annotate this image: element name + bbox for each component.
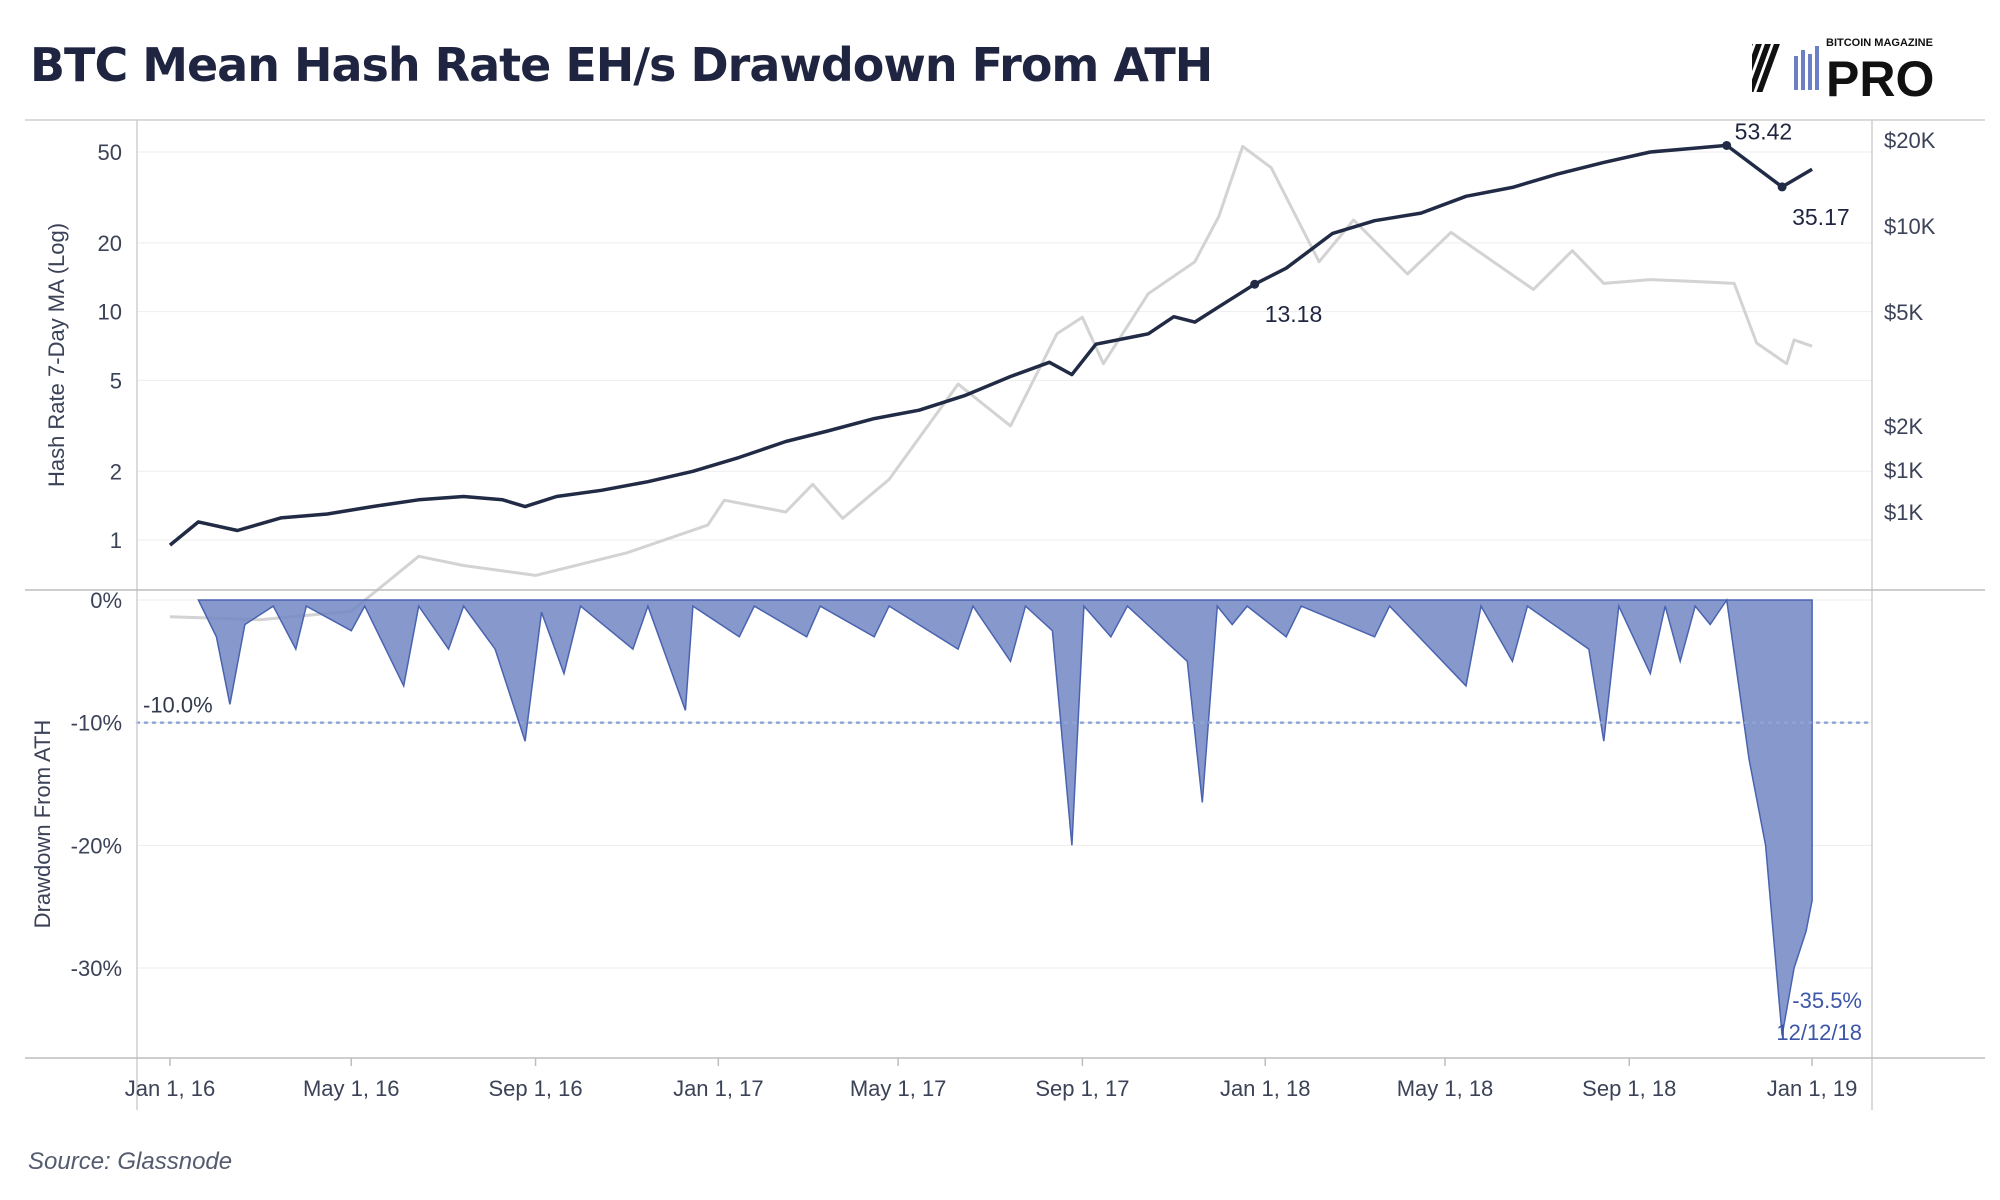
y2-tick-label: $10K (1884, 214, 1936, 239)
y2-tick-label: $1K (1884, 500, 1923, 525)
drawdown-tick-label: 0% (90, 588, 122, 613)
y-tick-label: 1 (110, 528, 122, 553)
source-note: Source: Glassnode (28, 1148, 233, 1175)
x-tick-label: Jan 1, 17 (673, 1076, 764, 1101)
y-tick-label: 5 (110, 368, 122, 393)
logo-bottom-text: PRO (1826, 51, 1934, 107)
y-tick-label: 20 (98, 231, 122, 256)
y-tick-label: 10 (98, 300, 122, 325)
annotation-dot (1250, 279, 1260, 289)
x-tick-label: May 1, 17 (850, 1076, 947, 1101)
price-series (169, 144, 1813, 622)
hash-rate-line (168, 143, 1813, 547)
y-tick-label: 50 (98, 140, 122, 165)
drawdown-tick-label: -10% (71, 711, 122, 736)
hash-rate-series (168, 143, 1813, 547)
drawdown-tick-label: -30% (71, 956, 122, 981)
y2-tick-label: $2K (1884, 414, 1923, 439)
drawdown-min-value: -35.5% (1792, 988, 1862, 1013)
y2-tick-label: $20K (1884, 128, 1936, 153)
axes-labels: 1 2 5 10 20 50 $1K $1K $2K $5K $10K $20K 0% -10% -20% -… (30, 128, 1936, 1101)
btc-price-line (169, 144, 1813, 622)
x-tick-label: Sep 1, 18 (1582, 1076, 1676, 1101)
logo-top-text: BITCOIN MAGAZINE (1826, 37, 1933, 49)
reference-line-group: -10.0% (135, 693, 1874, 724)
x-tick-label: Jan 1, 18 (1220, 1076, 1311, 1101)
drawdown-series (197, 597, 1813, 1036)
x-tick-label: Sep 1, 17 (1035, 1076, 1129, 1101)
reference-line-label: -10.0% (143, 693, 213, 718)
annotation-label: 53.42 (1735, 118, 1793, 144)
annotation-dot (1777, 182, 1787, 192)
annotations: 13.18 53.42 35.17 -35.5% 12/12/18 (1250, 118, 1862, 1045)
x-tick-label: May 1, 18 (1397, 1076, 1494, 1101)
x-tick-label: May 1, 16 (303, 1076, 400, 1101)
y2-tick-label: $1K (1884, 458, 1923, 483)
y-axis-title: Hash Rate 7-Day MA (Log) (44, 223, 69, 487)
drawdown-min-date: 12/12/18 (1776, 1020, 1862, 1045)
annotation-label: 13.18 (1265, 301, 1323, 327)
x-tick-label: Jan 1, 19 (1767, 1076, 1858, 1101)
bitcoin-magazine-pro-logo: BITCOIN MAGAZINE PRO (1752, 37, 1934, 107)
drawdown-area (197, 597, 1813, 1036)
drawdown-axis-title: Drawdown From ATH (30, 720, 55, 929)
page-title: BTC Mean Hash Rate EH/s Drawdown From AT… (30, 38, 1213, 92)
y-tick-label: 2 (110, 459, 122, 484)
annotation-label: 35.17 (1792, 204, 1850, 230)
drawdown-tick-label: -20% (71, 833, 122, 858)
y2-tick-label: $5K (1884, 300, 1923, 325)
x-tick-label: Sep 1, 16 (488, 1076, 582, 1101)
grid (137, 151, 1872, 969)
x-tick-label: Jan 1, 16 (125, 1076, 216, 1101)
annotation-dot (1722, 140, 1732, 150)
